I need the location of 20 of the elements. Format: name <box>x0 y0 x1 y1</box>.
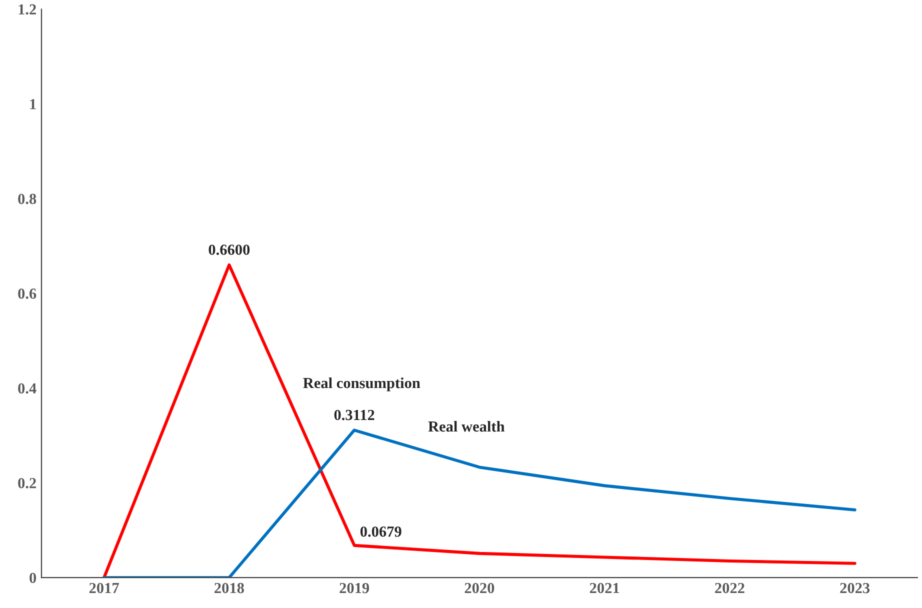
series-label: Real consumption <box>303 377 420 392</box>
x-tick-label: 2018 <box>214 582 244 594</box>
x-tick-label: 2020 <box>464 582 494 594</box>
x-tick-label: 2021 <box>590 582 620 594</box>
x-tick-label: 2022 <box>715 582 744 594</box>
y-tick-label: 0.8 <box>18 194 36 204</box>
data-label: 0.6600 <box>208 244 250 255</box>
y-tick-label: 1.2 <box>18 4 36 15</box>
series-label: Real wealth <box>428 420 505 432</box>
line-series <box>102 263 856 578</box>
x-tick-label: 2019 <box>340 582 370 594</box>
y-tick-label: 0.2 <box>18 478 36 488</box>
data-label: 0.3112 <box>334 410 374 420</box>
y-tick-label: 0.6 <box>18 288 36 299</box>
x-tick-label: 2017 <box>89 582 119 594</box>
y-tick-label: 1 <box>30 99 36 110</box>
y-tick-label: 0.4 <box>18 383 36 394</box>
data-label: 0.0679 <box>360 526 402 537</box>
x-tick-label: 2023 <box>840 582 870 594</box>
y-tick-label: 0 <box>30 572 36 584</box>
